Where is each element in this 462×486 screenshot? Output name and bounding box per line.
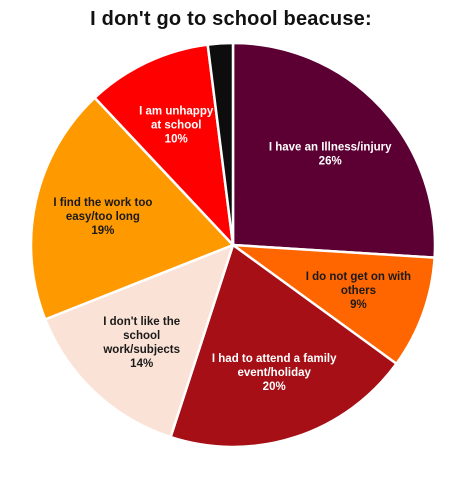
pie-slice-value: 20% xyxy=(263,381,286,393)
pie-slice-value: 14% xyxy=(130,358,153,370)
pie-slice-label-5: I am unhappy at school 10% xyxy=(139,105,214,145)
pie-slice-0 xyxy=(231,41,437,259)
pie-slice-6 xyxy=(206,41,235,247)
pie-slice-1 xyxy=(231,243,436,365)
pie-slice-2 xyxy=(169,243,398,449)
pie-slice-label-line: school xyxy=(123,330,160,342)
pie-slice-4 xyxy=(29,96,235,321)
pie-slice-value: 10% xyxy=(165,133,188,145)
pie-slice-value: 9% xyxy=(350,299,367,311)
pie-slice-label-line: others xyxy=(341,285,376,297)
pie-slice-label-line: easy/too long xyxy=(66,211,140,223)
pie-slice-label-2: I had to attend a family event/holiday 20% xyxy=(212,353,337,393)
pie-slice-label-4: I find the work too easy/too long 19% xyxy=(53,197,152,237)
pie-slice-value: 26% xyxy=(319,156,342,168)
pie-slice-label-line: I don't like the xyxy=(103,316,180,328)
pie-slices xyxy=(29,41,437,449)
pie-slice-5 xyxy=(93,43,235,247)
pie-slice-label-line: I had to attend a family xyxy=(212,353,337,365)
pie-slice-value: 19% xyxy=(91,225,114,237)
pie-slice-label-line: I am unhappy xyxy=(139,105,214,117)
pie-slice-label-1: I do not get on with others 9% xyxy=(306,271,411,311)
pie-slice-3 xyxy=(43,243,235,439)
pie-slice-label-0: I have an Illness/injury 26% xyxy=(269,142,392,168)
pie-slice-label-line: event/holiday xyxy=(237,367,311,379)
pie-labels: I have an Illness/injury 26% I do not get … xyxy=(53,105,411,392)
pie-slice-label-line: work/subjects xyxy=(102,344,180,356)
pie-slice-label-line: at school xyxy=(151,119,201,131)
pie-slice-label-line: I do not get on with xyxy=(306,271,411,283)
chart-title: I don't go to school beacuse: xyxy=(90,8,372,30)
pie-slice-label-3: I don't like the school work/subjects 14% xyxy=(102,316,180,370)
pie-slice-label-line: I have an Illness/injury xyxy=(269,142,392,154)
pie-slice-label-line: I find the work too xyxy=(53,197,152,209)
